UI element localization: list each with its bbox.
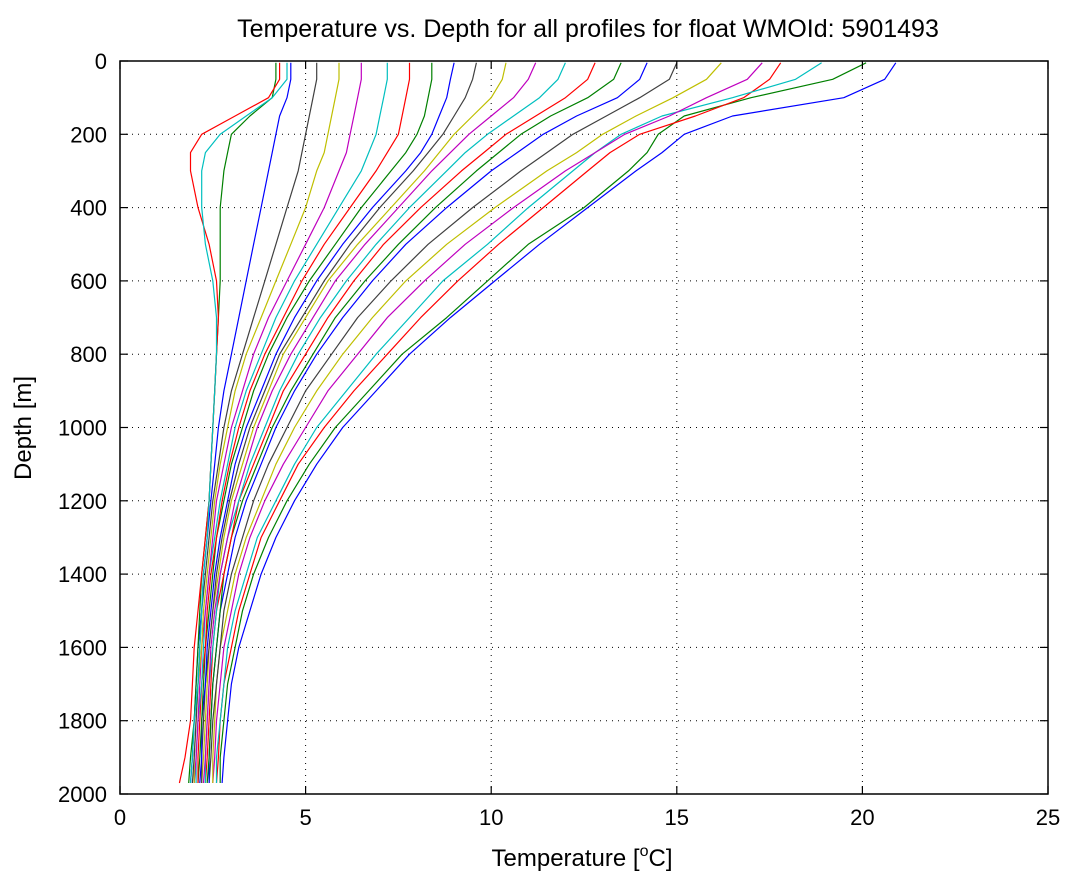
y-tick-label: 0 [95, 49, 107, 74]
x-axis-title-main: Temperature [ [492, 845, 640, 872]
profile-line [202, 62, 537, 784]
profile-line [193, 62, 340, 783]
profile-line [206, 62, 622, 784]
x-tick-label: 20 [850, 805, 874, 830]
y-tick-label: 600 [70, 269, 107, 294]
profile-line [199, 62, 455, 784]
x-axis-title: Temperature [oC] [492, 843, 673, 872]
profile-line [215, 62, 782, 784]
x-tick-label: 25 [1036, 805, 1060, 830]
x-axis-title-tail: C] [648, 845, 672, 872]
ticks [119, 60, 1049, 795]
profile-line [189, 62, 288, 784]
y-tick-label: 1200 [58, 489, 107, 514]
profile-line [208, 62, 678, 784]
profile-line [197, 62, 411, 783]
x-tick-label: 10 [479, 805, 503, 830]
tick-labels: 0 5 10 15 20 25 0 200 400 600 800 1000 1200 1400 1600 1… [58, 49, 1060, 830]
y-tick-label: 1400 [58, 562, 107, 587]
y-tick-label: 400 [70, 196, 107, 221]
profile-line [221, 62, 897, 784]
y-tick-label: 2000 [58, 782, 107, 807]
x-tick-label: 15 [665, 805, 689, 830]
chart-title: Temperature vs. Depth for all profiles f… [237, 15, 939, 43]
y-axis-title: Depth [m] [10, 376, 37, 480]
y-tick-label: 200 [70, 122, 107, 147]
y-tick-label: 1000 [58, 416, 107, 441]
profile-line [204, 62, 566, 783]
y-tick-label: 1800 [58, 709, 107, 734]
x-tick-label: 5 [299, 805, 311, 830]
x-axis-title-superscript: o [640, 843, 649, 860]
profile-line [219, 62, 867, 783]
profile-line [201, 62, 477, 783]
plot-lines [178, 62, 897, 784]
profile-line [212, 62, 763, 784]
y-tick-label: 1600 [58, 635, 107, 660]
y-tick-label: 800 [70, 342, 107, 367]
profile-line [195, 62, 388, 783]
profile-line [215, 62, 822, 783]
x-tick-label: 0 [114, 805, 126, 830]
